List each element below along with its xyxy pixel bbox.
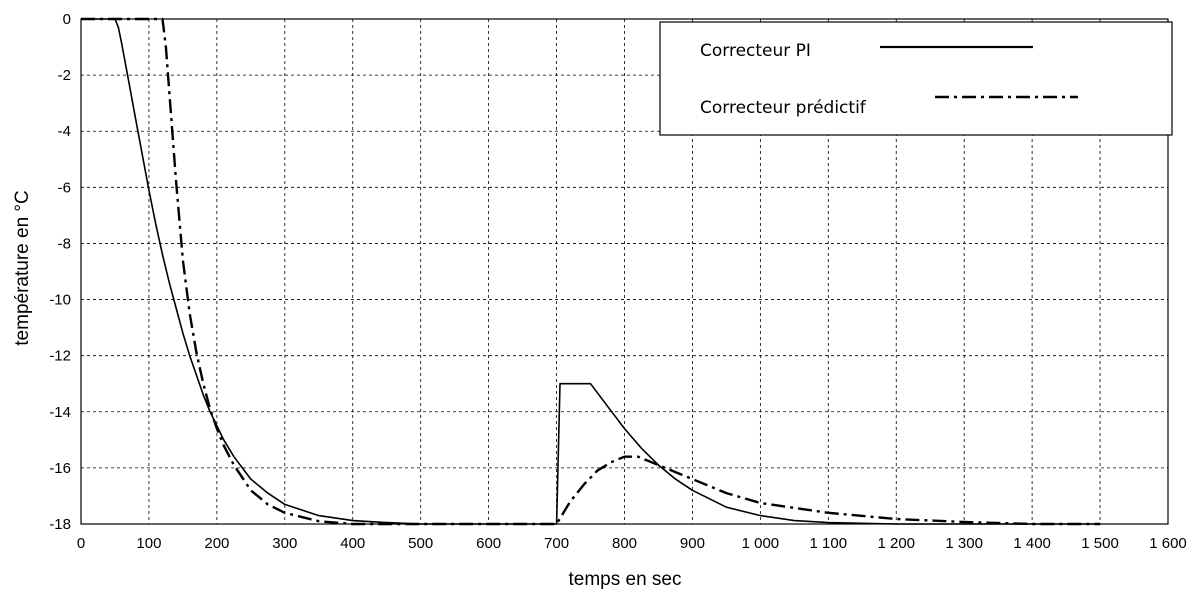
series-line-pi: [81, 18, 1101, 525]
x-tick-label: 1 000: [742, 535, 780, 552]
legend-box: [659, 21, 1173, 136]
y-tick-label: -14: [49, 404, 71, 421]
x-tick-label: 1 100: [810, 535, 848, 552]
x-tick-label: 200: [204, 535, 229, 552]
x-tick-label: 600: [476, 535, 501, 552]
legend: Correcteur PI Correcteur prédictif: [659, 21, 1173, 136]
legend-label-pi: Correcteur PI: [700, 41, 811, 61]
plot-frame: [80, 18, 1169, 525]
x-tick-label: 100: [136, 535, 161, 552]
x-tick-label: 1 200: [877, 535, 915, 552]
x-tick-label: 500: [408, 535, 433, 552]
y-tick-label: -18: [49, 516, 71, 533]
y-tick-label: -2: [58, 67, 71, 84]
x-tick-label: 1 500: [1081, 535, 1119, 552]
y-tick-label: -8: [58, 235, 71, 252]
y-tick-label: -4: [58, 123, 71, 140]
x-axis-title: temps en sec: [569, 569, 682, 590]
x-tick-label: 900: [680, 535, 705, 552]
y-tick-label: 0: [63, 11, 71, 28]
y-tick-label: -6: [58, 179, 71, 196]
x-tick-label: 700: [544, 535, 569, 552]
legend-label-predictive: Correcteur prédictif: [700, 98, 867, 118]
x-tick-label: 1 300: [945, 535, 983, 552]
y-tick-label: -10: [49, 292, 71, 309]
x-tick-label: 0: [77, 535, 85, 552]
y-axis-title: température en °C: [12, 190, 33, 345]
x-tick-label: 300: [272, 535, 297, 552]
x-tick-labels: 0 100 200 300 400 500 600 700 800 900 1 000 1 100 1 …: [77, 535, 1187, 552]
x-tick-label: 1 400: [1013, 535, 1051, 552]
y-tick-label: -12: [49, 348, 71, 365]
x-tick-label: 800: [612, 535, 637, 552]
x-tick-label: 400: [340, 535, 365, 552]
x-tick-label: 1 600: [1149, 535, 1187, 552]
y-tick-labels: 0 -2 -4 -6 -8 -10 -12 -14 -16 -18: [49, 11, 71, 533]
y-tick-label: -16: [49, 460, 71, 477]
